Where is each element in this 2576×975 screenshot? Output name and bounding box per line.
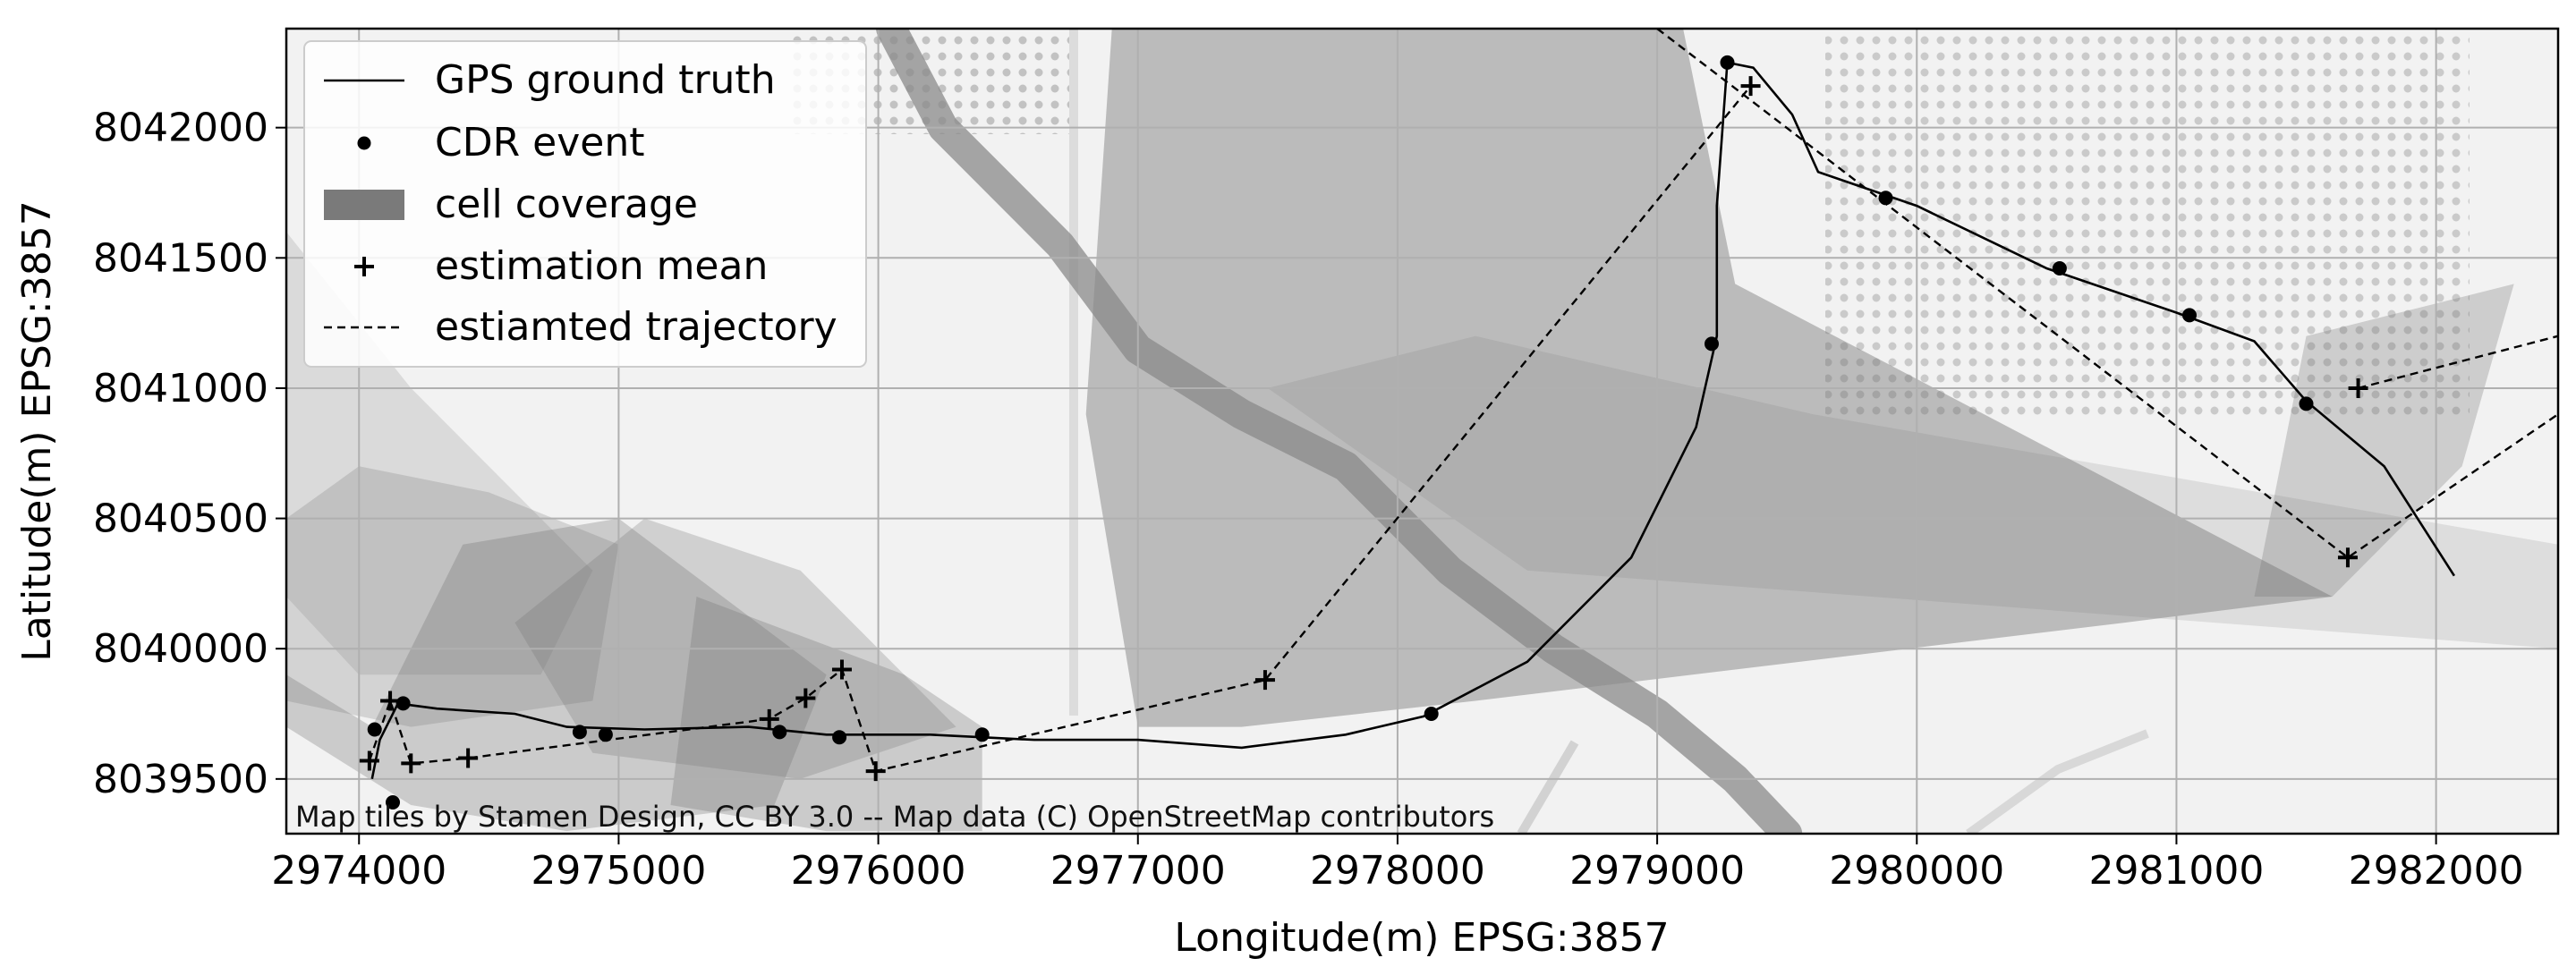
x-tick-label: 2975000 bbox=[531, 848, 706, 894]
y-axis-ticks: 8039500 8040000 8040500 8041000 8041500 80420… bbox=[93, 106, 286, 802]
estimation-mean-marker bbox=[795, 688, 816, 708]
x-tick-label: 2974000 bbox=[271, 848, 446, 894]
cdr-event-point bbox=[772, 725, 787, 740]
estimated-trajectory-segment bbox=[368, 85, 1752, 773]
y-tick-label: 8039500 bbox=[93, 757, 268, 802]
cdr-event-point bbox=[367, 722, 382, 737]
estimation-mean-marker bbox=[831, 659, 852, 680]
grid-lines bbox=[286, 29, 2558, 834]
estimation-mean-marker bbox=[2337, 547, 2358, 568]
estimation-mean-marker bbox=[458, 748, 479, 768]
y-tick-label: 8040000 bbox=[93, 626, 268, 672]
cdr-event-point bbox=[395, 696, 411, 711]
estimation-mean-marker bbox=[1254, 670, 1275, 691]
minor-road bbox=[1517, 740, 1579, 834]
legend: GPS ground truth CDR event cell coverage… bbox=[303, 40, 867, 368]
cell-coverage-polygon bbox=[286, 466, 619, 727]
estimation-mean-marker bbox=[759, 708, 779, 729]
estimation-mean-marker bbox=[401, 753, 421, 774]
y-tick-label: 8042000 bbox=[93, 106, 268, 151]
cdr-event-point bbox=[572, 725, 587, 740]
legend-label-trajectory: estiamted trajectory bbox=[435, 304, 837, 350]
cdr-event-point bbox=[1720, 55, 1735, 70]
cdr-event-point bbox=[1878, 191, 1893, 206]
legend-coverage-swatch bbox=[324, 190, 404, 220]
legend-label-coverage: cell coverage bbox=[435, 182, 698, 227]
map-attribution: Map tiles by Stamen Design, CC BY 3.0 --… bbox=[295, 800, 1494, 834]
estimation-mean-marker bbox=[380, 691, 401, 711]
x-axis-label: Longitude(m) EPSG:3857 bbox=[1174, 915, 1669, 961]
legend-plus-swatch bbox=[354, 257, 374, 276]
x-tick-label: 2976000 bbox=[791, 848, 966, 894]
legend-label-cdr: CDR event bbox=[435, 120, 644, 165]
cell-coverage-polygon bbox=[670, 597, 982, 832]
cdr-event-point bbox=[386, 795, 400, 810]
plot-frame bbox=[285, 27, 2560, 835]
dotted-area-east bbox=[1825, 36, 2470, 420]
river bbox=[876, 29, 1803, 834]
estimation-mean-marker bbox=[865, 761, 886, 782]
y-tick-label: 8041500 bbox=[93, 235, 268, 281]
legend-label-estimation: estimation mean bbox=[435, 243, 768, 289]
y-axis-label: Latitude(m) EPSG:3857 bbox=[14, 200, 60, 661]
cdr-event-point bbox=[832, 730, 847, 745]
cdr-event-point bbox=[2052, 261, 2067, 276]
cdr-event-point bbox=[2299, 396, 2314, 411]
cell-coverage-polygon bbox=[1267, 335, 2558, 649]
x-tick-label: 2980000 bbox=[1829, 848, 2004, 894]
cdr-event-point bbox=[1424, 707, 1439, 721]
cell-coverage-polygon bbox=[286, 518, 827, 832]
x-axis-ticks: 2974000 2975000 2976000 2977000 2978000 29790… bbox=[271, 834, 2524, 894]
x-tick-label: 2982000 bbox=[2349, 848, 2524, 894]
x-tick-label: 2979000 bbox=[1569, 848, 1745, 894]
cdr-event-point bbox=[974, 727, 990, 742]
estimated-trajectory-segment bbox=[1656, 29, 2558, 559]
legend-label-gps: GPS ground truth bbox=[435, 57, 776, 103]
x-tick-label: 2977000 bbox=[1050, 848, 1226, 894]
x-tick-label: 2978000 bbox=[1310, 848, 1485, 894]
cdr-event-point bbox=[1705, 336, 1719, 352]
minor-road bbox=[1966, 729, 2149, 834]
base-map-tiles bbox=[787, 29, 2470, 834]
estimation-mean-marker bbox=[359, 750, 379, 771]
cdr-event-point bbox=[598, 727, 613, 742]
estimation-mean-layer bbox=[359, 76, 2368, 782]
cdr-events-layer bbox=[367, 55, 2314, 810]
x-tick-label: 2981000 bbox=[2088, 848, 2264, 894]
y-tick-label: 8041000 bbox=[93, 366, 268, 411]
map-plot-area[interactable]: Map tiles by Stamen Design, CC BY 3.0 --… bbox=[286, 29, 2558, 834]
estimated-trajectory-segment bbox=[2358, 335, 2558, 390]
legend-dot-swatch bbox=[357, 136, 371, 150]
estimated-trajectory-layer bbox=[368, 29, 2558, 773]
estimation-mean-marker bbox=[1740, 76, 1761, 97]
y-tick-label: 8040500 bbox=[93, 496, 268, 542]
estimation-mean-marker bbox=[2348, 377, 2368, 398]
gps-ground-truth-line bbox=[370, 61, 2455, 780]
legend-box bbox=[303, 40, 867, 368]
cdr-event-point bbox=[2182, 308, 2197, 323]
